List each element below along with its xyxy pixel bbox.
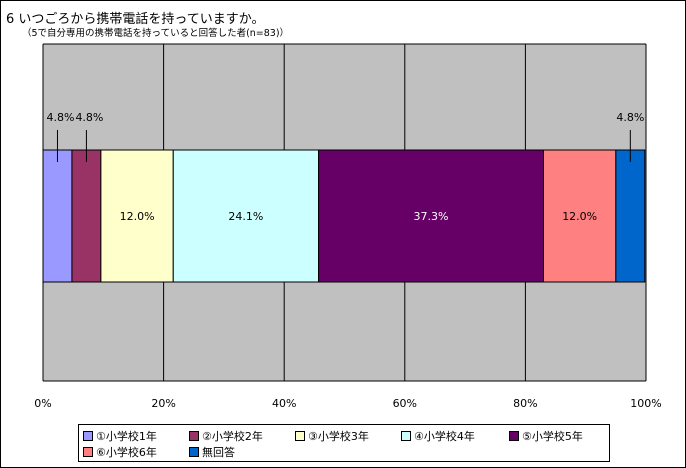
data-label: 12.0% [562, 210, 597, 223]
legend-item: ④小学校4年 [401, 429, 475, 443]
x-tick-label: 60% [393, 397, 417, 410]
legend-swatch [189, 447, 199, 457]
bar-segment [318, 149, 544, 283]
bar-segment [71, 149, 102, 283]
x-tick-label: 80% [513, 397, 537, 410]
legend-swatch [295, 431, 305, 441]
data-label: 37.3% [414, 210, 449, 223]
data-label: 24.1% [228, 210, 263, 223]
legend-label: ⑥小学校6年 [96, 446, 157, 459]
legend-swatch [509, 431, 519, 441]
legend-item: ⑥小学校6年 [83, 445, 157, 459]
legend-item: ⑤小学校5年 [509, 429, 583, 443]
x-tick-label: 100% [630, 397, 661, 410]
legend-swatch [401, 431, 411, 441]
x-tick-label: 40% [272, 397, 296, 410]
x-tick-label: 20% [151, 397, 175, 410]
legend-label: ⑤小学校5年 [522, 430, 583, 443]
chart-title: 6 いつごろから携帯電話を持っていますか。 [6, 12, 265, 27]
bar-segment [542, 149, 617, 283]
bar-segment [42, 149, 73, 283]
bar-segment [172, 149, 320, 283]
legend-item: ②小学校2年 [189, 429, 263, 443]
data-label: 4.8% [75, 111, 103, 124]
chart-subtitle: （5で自分専用の携帯電話を持っていると回答した者(n=83)） [22, 28, 290, 39]
bar-segment [615, 149, 646, 283]
legend-item: 無回答 [189, 445, 235, 459]
chart-legend: ①小学校1年 ②小学校2年 ③小学校3年 ④小学校4年 ⑤小学校5年 ⑥小学校6年 無回答 [78, 424, 610, 462]
data-label: 4.8% [616, 111, 644, 124]
legend-label: ②小学校2年 [202, 430, 263, 443]
legend-swatch [83, 447, 93, 457]
legend-label: ③小学校3年 [308, 430, 369, 443]
x-tick-label: 0% [34, 397, 51, 410]
legend-item: ③小学校3年 [295, 429, 369, 443]
legend-swatch [83, 431, 93, 441]
data-label: 12.0% [120, 210, 155, 223]
legend-label: 無回答 [202, 446, 235, 459]
legend-label: ④小学校4年 [414, 430, 475, 443]
data-label: 4.8% [46, 111, 74, 124]
legend-swatch [189, 431, 199, 441]
legend-label: ①小学校1年 [96, 430, 157, 443]
legend-item: ①小学校1年 [83, 429, 157, 443]
